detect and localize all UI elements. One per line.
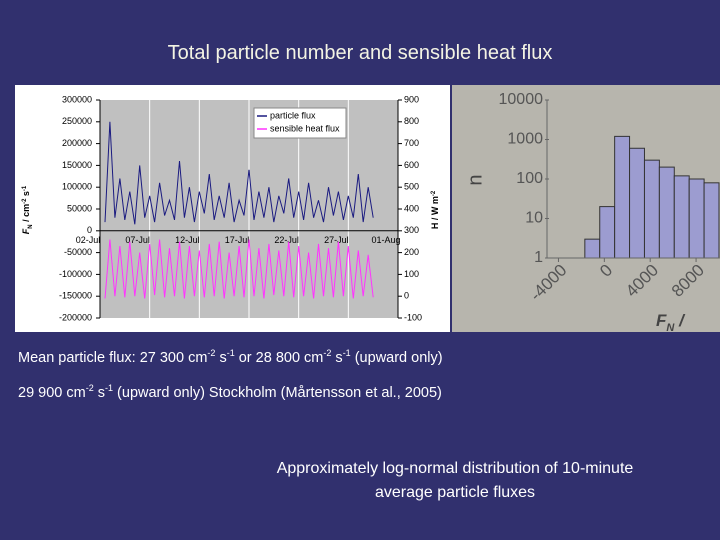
bar	[629, 147, 645, 259]
y2-tick-label: 500	[404, 182, 419, 192]
bar	[599, 206, 616, 259]
y-tick-label: 300000	[62, 94, 92, 104]
x-tick-label: 01-Aug	[371, 235, 400, 245]
y-tick-label: 250000	[62, 116, 92, 126]
y2-tick-label: 700	[404, 138, 419, 148]
x-tick-label: 02-Jul	[76, 235, 101, 245]
y-tick-label: 200000	[62, 138, 92, 148]
y-tick-label: 100000	[62, 182, 92, 192]
y2-tick-label: 200	[404, 247, 419, 257]
y-tick-label: -100000	[59, 269, 92, 279]
y-tick-label: -200000	[59, 312, 92, 322]
y-tick-label: 10000	[499, 91, 544, 108]
y-tick-label: 0	[87, 225, 92, 235]
y-tick-label: 100	[516, 170, 543, 187]
y2-tick-label: 600	[404, 160, 419, 170]
x-tick-label: 27-Jul	[324, 235, 349, 245]
legend-box	[253, 107, 347, 139]
caption-line: average particle fluxes	[374, 484, 536, 501]
bar	[643, 159, 660, 259]
y-axis-label: FN / cm-2 s-1	[21, 185, 33, 234]
y-tick-label: -50000	[64, 247, 92, 257]
legend-label: sensible heat flux	[270, 123, 340, 133]
data-line	[104, 239, 374, 299]
y-tick-label: 150000	[62, 160, 92, 170]
hist-x-label: FN /	[656, 311, 686, 333]
y2-tick-label: 100	[404, 269, 419, 279]
note-line: 29 900 cm-2 s-1 (upward only) Stockholm …	[18, 383, 442, 401]
x-tick-label: 17-Jul	[225, 235, 250, 245]
bar	[703, 182, 720, 259]
y2-axis-label: H / W m-2	[430, 190, 440, 229]
data-line	[104, 121, 374, 225]
y-tick-label: 1	[534, 249, 543, 266]
y2-tick-label: 900	[404, 94, 419, 104]
y-tick-label: 10	[525, 210, 543, 227]
x-tick-label: 22-Jul	[274, 235, 299, 245]
bar	[688, 178, 705, 259]
legend-label: particle flux	[270, 110, 316, 120]
bar	[673, 175, 690, 259]
bar	[658, 166, 675, 259]
bar	[614, 135, 631, 259]
x-tick-label: 12-Jul	[175, 235, 200, 245]
y-tick-label: 50000	[67, 203, 92, 213]
y2-tick-label: -100	[404, 312, 422, 322]
caption-line: Approximately log-normal distribution of…	[276, 460, 634, 477]
bar	[584, 238, 601, 259]
y2-tick-label: 400	[404, 203, 419, 213]
y-tick-label: -150000	[59, 291, 92, 301]
note-line: Mean particle flux: 27 300 cm-2 s-1 or 2…	[18, 348, 443, 366]
y2-tick-label: 800	[404, 116, 419, 126]
y-tick-label: 1000	[507, 131, 543, 148]
x-tick-label: 07-Jul	[125, 235, 150, 245]
hist-y-label: n	[464, 174, 486, 185]
y2-tick-label: 300	[404, 225, 419, 235]
y2-tick-label: 0	[404, 291, 409, 301]
slide-title: Total particle number and sensible heat …	[167, 42, 553, 64]
